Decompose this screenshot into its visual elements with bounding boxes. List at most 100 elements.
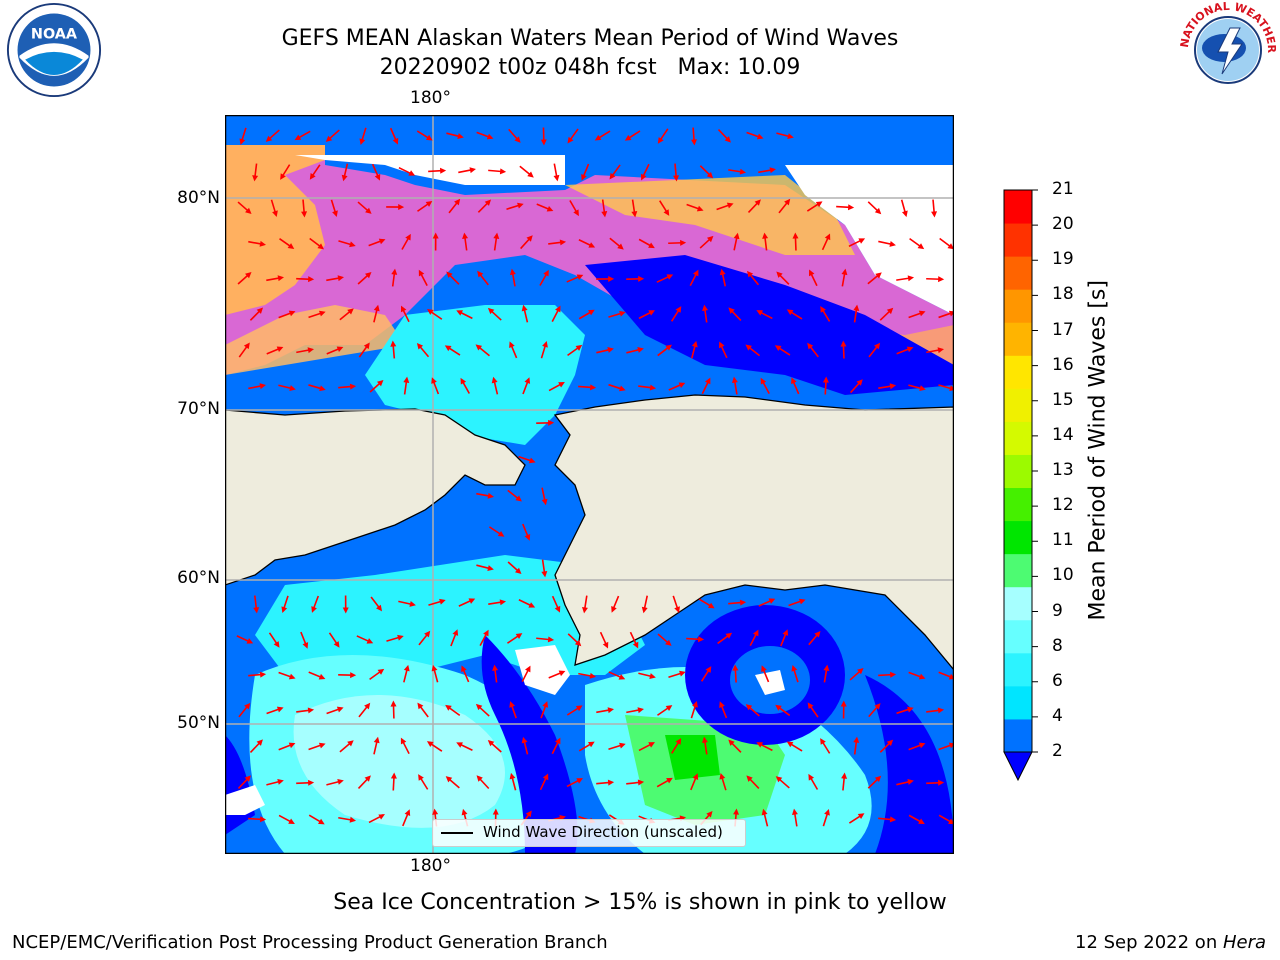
wind-wave-arrowhead [318,818,325,825]
wind-wave-arrowhead [426,741,434,747]
colorbar-swatch [1004,685,1032,720]
wind-wave-arrowhead [756,133,764,140]
wind-wave-arrowhead [582,606,588,614]
wind-wave-arrowhead [791,377,797,385]
wind-wave-arrowhead [475,703,483,711]
colorbar-tick-label: 2 [1052,741,1063,761]
wind-wave-arrowhead [948,310,954,317]
wind-wave-arrowhead [918,818,925,825]
wind-wave-arrowhead [288,742,296,749]
wind-wave-arrowhead [889,383,897,390]
wind-wave-arrowhead [376,604,383,612]
land-alaska [553,394,954,672]
wind-wave-arrowhead [288,673,296,680]
wind-wave-arrowhead [588,741,595,748]
wind-wave-arrowhead [631,211,638,218]
wind-wave-arrowhead [575,705,583,712]
wind-wave-arrowhead [809,269,815,277]
wind-wave-arrowhead [439,598,446,605]
wind-wave-arrowhead [424,630,431,638]
wind-wave-arrowhead [588,242,596,248]
wind-wave-arrowhead [641,173,647,181]
wind-wave-arrowhead [548,419,555,426]
wind-wave-arrowhead [333,641,340,648]
wind-wave-arrowhead [417,702,424,710]
wind-wave-arrowhead [648,310,656,316]
wind-wave-arrowhead [632,641,639,649]
wind-wave-arrowhead [541,571,548,578]
footer-date-text: 12 Sep 2022 on [1075,932,1223,953]
wind-wave-arrowhead [454,198,461,206]
wind-wave-arrowhead [259,671,267,678]
wind-wave-arrowhead [547,636,555,643]
colorbar-tick-label: 19 [1052,249,1074,270]
wind-wave-arrowhead [272,210,278,218]
wind-wave-arrowhead [680,239,687,246]
wind-wave-arrowhead [732,664,739,671]
longitude-label-bottom: 180° [410,856,451,876]
wind-wave-arrowhead [853,304,860,311]
wind-wave-arrowhead [319,385,326,392]
wind-wave-arrowhead [679,670,686,677]
wind-wave-arrowhead [907,275,915,282]
wind-wave-arrowhead [325,135,333,142]
latitude-label-50: 50°N [177,713,220,733]
wind-wave-arrowhead [637,707,644,714]
wind-wave-arrowhead [814,631,821,638]
sea-ice-orange-arc [225,305,405,375]
wind-wave-arrowhead [457,133,464,140]
colorbar-swatch [1004,355,1032,389]
wind-wave-arrowhead [365,207,372,214]
wind-wave-arrowhead [907,706,914,713]
wind-wave-arrowhead [706,235,714,243]
wind-wave-arrowhead [521,736,528,744]
noaa-logo-text: NOAA [31,26,78,42]
colorbar-tick-label: 8 [1052,635,1063,656]
wind-wave-arrowhead [840,340,847,347]
wind-wave-arrowhead [649,384,657,391]
wind-wave-arrowhead [769,167,776,174]
latitude-label-80: 80°N [177,188,220,208]
wind-wave-arrowhead [288,818,295,824]
wind-wave-arrowhead [546,205,554,212]
wind-wave-arrowhead [492,664,499,671]
footer-host: Hera [1222,932,1266,953]
wind-wave-arrowhead [706,811,713,818]
noaa-logo: NOAA [6,2,102,98]
wind-wave-arrowhead [739,168,747,175]
footer-credit: NCEP/EMC/Verification Post Processing Pr… [12,932,608,953]
wind-wave-arrowhead [719,772,726,780]
wind-wave-arrowhead [483,629,489,637]
wind-wave-arrowhead [638,275,645,282]
wind-wave-arrowhead [318,742,326,749]
colorbar-label: Mean Period of Wind Waves [s] [1085,280,1111,621]
wind-wave-arrowhead [244,702,251,710]
wind-wave-arrowhead [886,307,894,315]
wind-wave-arrowhead [281,606,288,613]
wind-wave-arrowhead [857,668,864,675]
wind-wave-arrowhead [754,199,761,206]
wind-wave-arrowhead [906,346,914,353]
wind-wave-arrowhead [608,275,615,282]
land-siberia [225,408,526,586]
wind-wave-arrowhead [798,598,806,605]
wind-wave-arrowhead [696,205,704,212]
wind-wave-arrowhead [919,385,926,392]
wind-wave-arrowhead [246,638,254,644]
ocean-bering [255,555,645,675]
wind-wave-arrowhead [786,309,794,316]
wind-wave-arrowhead [491,376,498,384]
wind-wave-arrowhead [456,742,463,748]
colorbar-tick-label: 20 [1052,214,1074,235]
wind-wave-arrowhead [245,207,252,214]
wind-wave-arrowhead [499,599,507,606]
colorbar-swatch [1004,718,1032,753]
wind-wave-arrowhead [856,379,863,386]
sea-ice-orange-north [565,175,855,255]
wind-wave-arrowhead [840,700,847,707]
wind-wave-arrowhead [349,241,356,248]
colorbar-tick-label: 6 [1052,670,1063,691]
wind-wave-arrowhead [400,737,407,745]
wind-wave-arrowhead [243,342,250,350]
wind-wave-arrowhead [363,342,370,350]
